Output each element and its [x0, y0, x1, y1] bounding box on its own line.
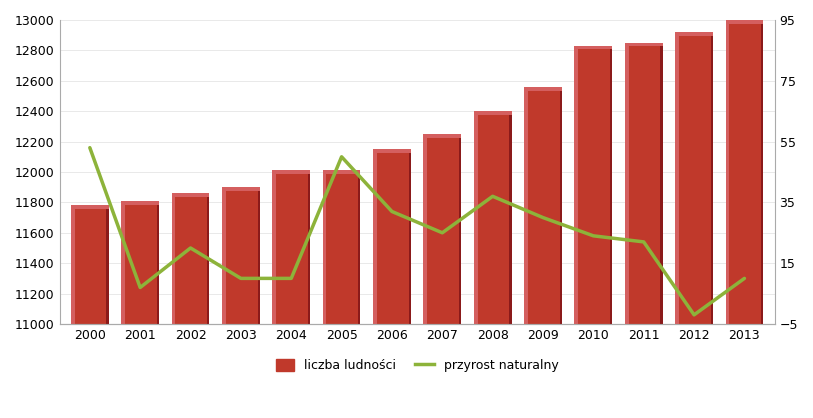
Bar: [373, 149, 411, 153]
Bar: [761, 20, 763, 324]
Bar: [272, 171, 276, 324]
Bar: [71, 205, 109, 324]
Bar: [373, 149, 411, 324]
Bar: [172, 193, 210, 197]
Bar: [524, 87, 562, 91]
Bar: [725, 20, 763, 24]
Bar: [71, 205, 109, 209]
Bar: [725, 20, 729, 324]
Bar: [323, 171, 360, 324]
Bar: [625, 43, 628, 324]
Bar: [675, 32, 713, 36]
Bar: [459, 134, 461, 324]
Bar: [121, 201, 159, 204]
Bar: [524, 87, 528, 324]
Bar: [258, 187, 260, 324]
Bar: [474, 111, 511, 324]
Bar: [575, 46, 578, 324]
Bar: [424, 134, 461, 138]
Bar: [172, 193, 210, 324]
Bar: [222, 187, 260, 324]
Bar: [222, 187, 226, 324]
Bar: [711, 32, 713, 324]
Bar: [172, 193, 176, 324]
Bar: [625, 43, 663, 46]
Bar: [474, 111, 511, 115]
Bar: [121, 201, 125, 324]
Bar: [359, 171, 360, 324]
Bar: [424, 134, 427, 324]
Bar: [509, 111, 511, 324]
Bar: [675, 32, 679, 324]
Bar: [409, 149, 411, 324]
Bar: [373, 149, 377, 324]
Bar: [559, 87, 562, 324]
Bar: [660, 43, 663, 324]
Bar: [222, 187, 260, 191]
Bar: [71, 205, 75, 324]
Bar: [575, 46, 612, 49]
Bar: [610, 46, 612, 324]
Bar: [424, 134, 461, 324]
Bar: [524, 87, 562, 324]
Bar: [474, 111, 477, 324]
Bar: [575, 46, 612, 324]
Bar: [323, 171, 327, 324]
Bar: [323, 171, 360, 174]
Bar: [308, 171, 310, 324]
Bar: [725, 20, 763, 324]
Bar: [207, 193, 210, 324]
Legend: liczba ludności, przyrost naturalny: liczba ludności, przyrost naturalny: [269, 353, 565, 379]
Bar: [272, 171, 310, 174]
Bar: [107, 205, 109, 324]
Bar: [625, 43, 663, 324]
Bar: [121, 201, 159, 324]
Bar: [272, 171, 310, 324]
Bar: [675, 32, 713, 324]
Bar: [157, 201, 159, 324]
